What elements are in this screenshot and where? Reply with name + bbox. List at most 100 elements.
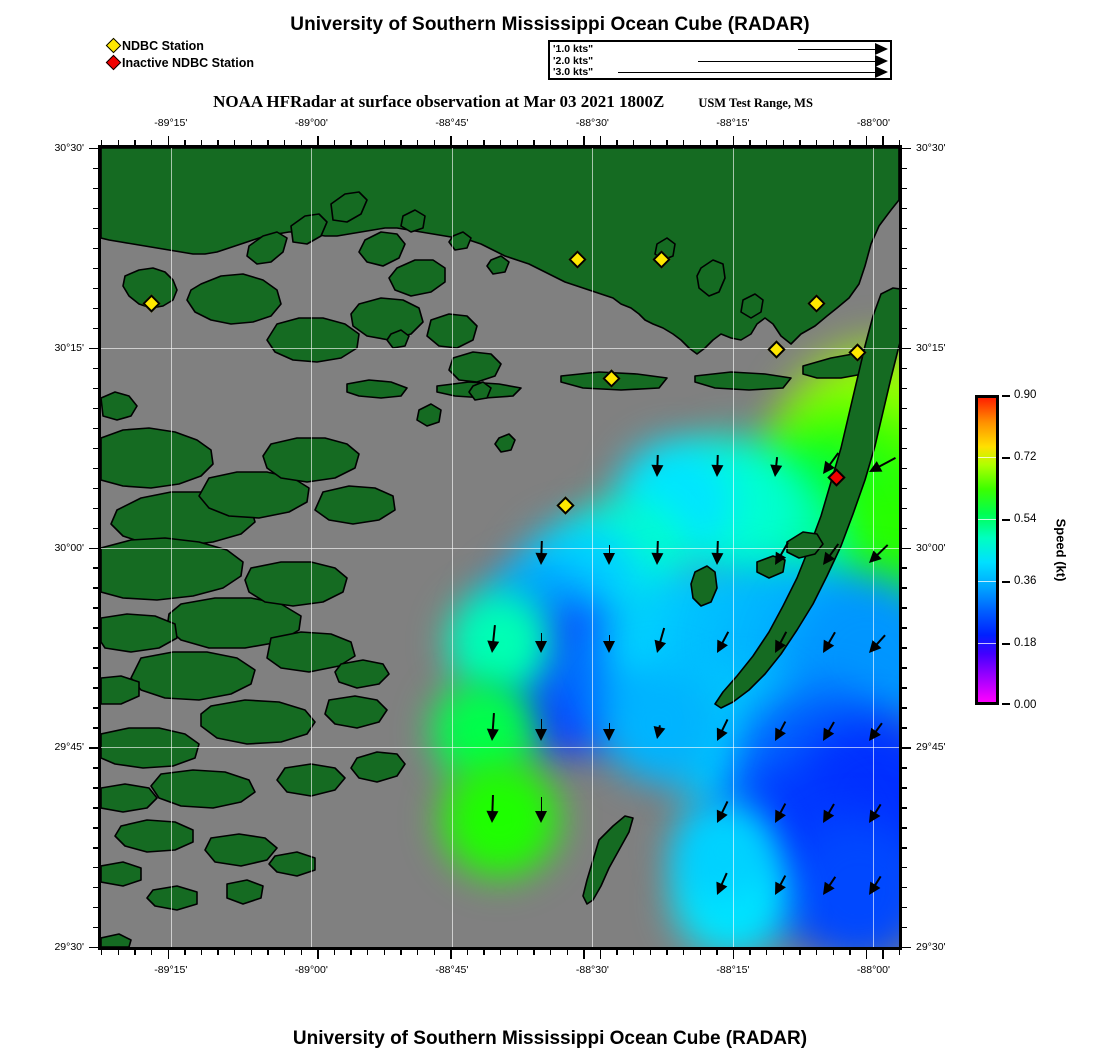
ndbc-station-marker[interactable] xyxy=(568,250,587,270)
axis-tick-left xyxy=(89,747,98,749)
axis-label-y-right: 30°00' xyxy=(916,541,946,554)
axis-tick-right xyxy=(902,927,907,929)
diamond-icon xyxy=(602,368,621,388)
axis-label-y-left: 30°15' xyxy=(54,341,84,354)
axis-tick-right xyxy=(902,747,911,749)
axis-tick-bottom xyxy=(849,950,851,955)
axis-tick-bottom xyxy=(416,950,419,955)
ndbc-station-marker[interactable] xyxy=(807,293,826,313)
axis-tick-bottom xyxy=(200,950,203,955)
axis-tick-bottom xyxy=(899,950,901,955)
axis-tick-bottom xyxy=(716,950,718,955)
axis-tick-right xyxy=(902,467,907,469)
colorbar-inner-tick xyxy=(978,519,996,521)
current-vector xyxy=(535,632,548,653)
axis-tick-right xyxy=(902,847,907,849)
axis-tick-bottom xyxy=(616,950,618,955)
axis-tick-left xyxy=(89,347,98,350)
map-canvas xyxy=(101,148,899,947)
diamond-icon xyxy=(767,340,787,359)
axis-tick-bottom xyxy=(815,950,818,955)
axis-tick-right xyxy=(902,667,907,669)
ndbc-station-marker[interactable] xyxy=(602,368,621,388)
colorbar-tick-label: 0.36 xyxy=(1014,575,1037,587)
axis-tick-bottom xyxy=(699,950,701,955)
ndbc-station-marker[interactable] xyxy=(142,293,161,313)
current-vector xyxy=(603,722,616,741)
diamond-icon xyxy=(568,250,587,270)
kts-tail-2 xyxy=(698,60,876,62)
axis-tick-right xyxy=(902,507,907,509)
axis-tick-right xyxy=(902,727,907,729)
axis-label-x-bottom: -89°00' xyxy=(294,964,328,976)
axis-tick-right xyxy=(902,827,907,829)
axis-tick-right xyxy=(902,247,907,250)
ndbc-station-marker[interactable] xyxy=(652,250,672,270)
axis-tick-bottom xyxy=(450,950,452,959)
axis-tick-bottom xyxy=(234,950,236,955)
axis-tick-bottom xyxy=(500,950,502,955)
diamond-red-icon xyxy=(105,54,122,71)
axis-tick-bottom xyxy=(483,950,485,955)
current-vector xyxy=(603,634,616,653)
axis-tick-right xyxy=(902,347,911,350)
axis-tick-right xyxy=(902,947,911,949)
ndbc-station-marker[interactable] xyxy=(556,496,575,516)
inactive-ndbc-station-marker[interactable] xyxy=(827,467,846,487)
diamond-yellow-icon xyxy=(105,37,122,54)
axis-label-y-right: 29°30' xyxy=(916,941,946,953)
colorbar-tick-label: 0.00 xyxy=(1014,699,1037,711)
colorbar-tick xyxy=(1002,457,1010,459)
axis-tick-bottom xyxy=(516,950,519,955)
axis-tick-bottom xyxy=(882,950,884,959)
axis-tick-top xyxy=(599,136,602,145)
colorbar-tick-label: 0.72 xyxy=(1014,451,1037,463)
axis-tick-right xyxy=(902,887,907,889)
ndbc-station-marker[interactable] xyxy=(848,343,867,362)
axis-tick-bottom xyxy=(383,950,386,955)
axis-tick-right xyxy=(902,267,907,270)
axis-tick-bottom xyxy=(549,950,552,955)
footer-title: University of Southern Mississippi Ocean… xyxy=(292,1028,808,1049)
axis-tick-right xyxy=(902,367,907,370)
current-vector-layer xyxy=(101,148,899,947)
axis-label-x-bottom: -88°30' xyxy=(575,964,609,976)
page-title: University of Southern Mississippi Ocean… xyxy=(290,14,810,35)
colorbar-tick xyxy=(1002,395,1010,397)
kts-scale-row-2: '2.0 kts" xyxy=(550,54,890,68)
ndbc-station-marker[interactable] xyxy=(767,340,787,359)
axis-tick-right xyxy=(902,587,907,589)
colorbar-inner-tick xyxy=(978,581,996,583)
axis-tick-top xyxy=(317,136,319,145)
axis-tick-bottom xyxy=(101,950,103,955)
axis-label-y-left: 29°30' xyxy=(54,941,84,953)
colorbar-tick xyxy=(1002,519,1010,521)
axis-tick-right xyxy=(902,327,907,330)
diamond-icon xyxy=(142,293,161,313)
axis-tick-right xyxy=(902,867,907,869)
axis-label-y-left: 30°00' xyxy=(54,541,84,554)
legend-label-active: NDBC Station xyxy=(122,38,204,53)
axis-tick-bottom xyxy=(533,950,535,955)
kts-label-2: '2.0 kts" xyxy=(553,54,594,67)
axis-label-x-top: -89°15' xyxy=(154,117,188,129)
axis-label-y-right: 29°45' xyxy=(916,741,946,754)
axis-tick-right xyxy=(902,287,907,290)
current-vector xyxy=(603,545,616,566)
axis-tick-right xyxy=(902,707,907,709)
axis-tick-bottom xyxy=(367,950,369,955)
axis-tick-right xyxy=(902,807,907,809)
colorbar-inner-tick xyxy=(978,457,996,459)
axis-tick-right xyxy=(902,307,907,310)
legend-item-inactive-ndbc-station: Inactive NDBC Station xyxy=(105,54,254,71)
axis-tick-bottom xyxy=(217,950,219,955)
axis-tick-bottom xyxy=(633,950,635,955)
axis-tick-bottom xyxy=(766,950,768,955)
axis-tick-bottom xyxy=(317,950,319,959)
axis-tick-bottom xyxy=(250,950,253,955)
legend-item-ndbc-station: NDBC Station xyxy=(105,37,254,54)
radar-map-plot[interactable] xyxy=(98,145,902,950)
colorbar-title: Speed (kt) xyxy=(1053,518,1069,582)
kts-scale-row-3: '3.0 kts" xyxy=(550,66,890,79)
axis-tick-top xyxy=(732,136,735,145)
